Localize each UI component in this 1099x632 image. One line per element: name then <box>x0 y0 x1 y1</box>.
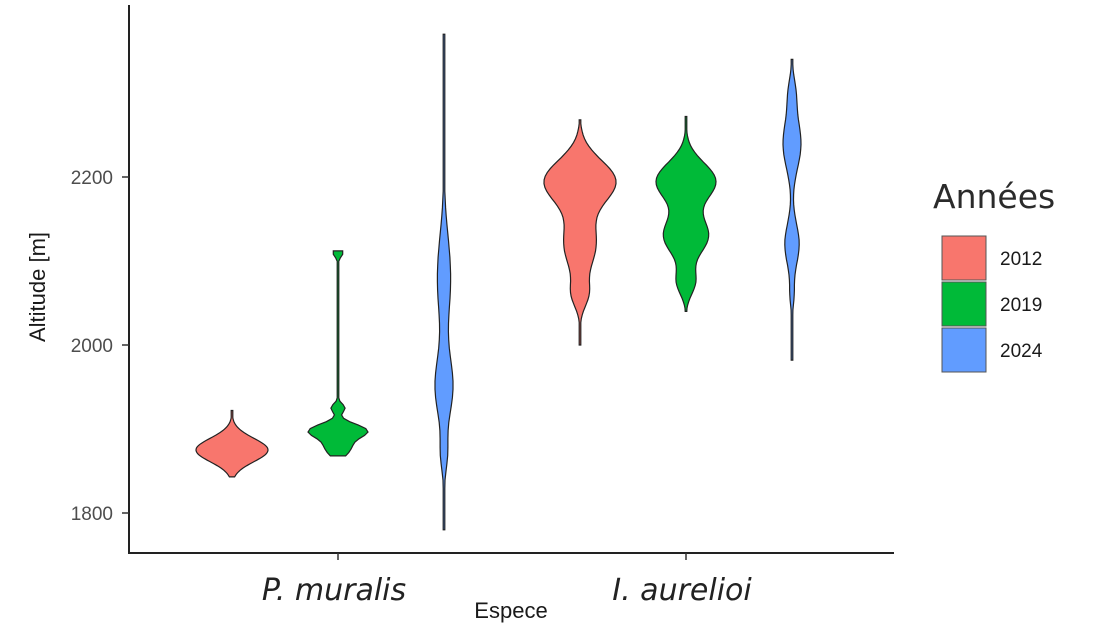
legend-swatch-2024 <box>941 327 987 373</box>
legend-items: 2012 2019 2024 <box>941 235 1043 373</box>
x-tick-label: I. aurelioi <box>612 573 752 608</box>
legend-swatch-2019 <box>941 281 987 327</box>
y-tick-label: 2200 <box>71 168 113 189</box>
legend-label: 2019 <box>1000 295 1042 316</box>
x-ticks: P. muralis I. aurelioi <box>262 553 752 608</box>
y-tick-label: 1800 <box>71 504 113 525</box>
legend: Années 2012 2019 2024 <box>933 177 1055 373</box>
violin-2019-i-aurelioi <box>655 115 717 312</box>
violin-2012-i-aurelioi <box>543 119 617 346</box>
legend-label: 2024 <box>1000 341 1043 362</box>
legend-label: 2012 <box>1000 249 1042 270</box>
y-tick-label: 2000 <box>71 336 113 357</box>
x-axis-title: Espece <box>474 598 547 623</box>
violin-2012-p-muralis <box>195 409 269 478</box>
violin-2024-p-muralis <box>434 33 454 531</box>
violin-2024-i-aurelioi <box>782 58 802 361</box>
y-ticks: 1800 2000 2200 <box>71 168 129 525</box>
legend-swatch-2012 <box>941 235 987 281</box>
x-tick-label: P. muralis <box>262 573 406 608</box>
violin-2019-p-muralis <box>307 250 369 457</box>
violins-layer <box>195 33 802 531</box>
legend-title: Années <box>933 177 1055 216</box>
y-axis-title: Altitude [m] <box>25 232 50 342</box>
